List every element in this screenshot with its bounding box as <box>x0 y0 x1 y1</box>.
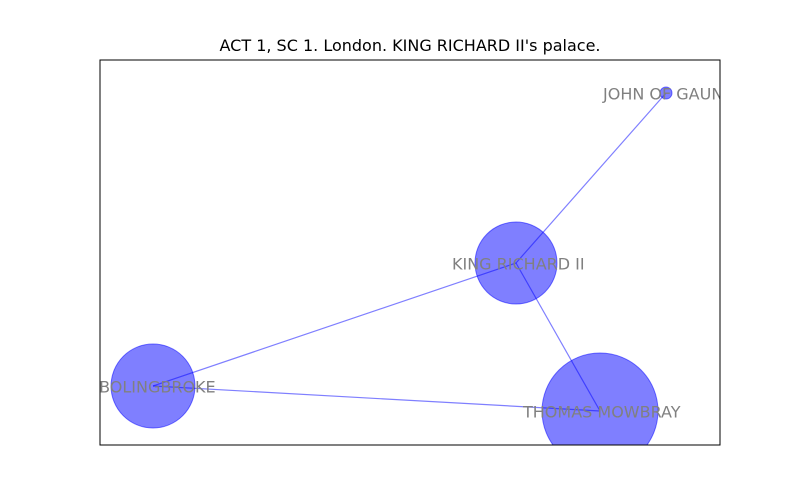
node-label-gaunt: JOHN OF GAUNT <box>602 85 733 104</box>
plot-area: JOHN OF GAUNT KING RICHARD II HENRY BOLING… <box>40 85 733 445</box>
node-gaunt <box>659 86 673 100</box>
edge-bolingbroke-mowbray <box>152 385 601 412</box>
plot-frame <box>99 59 721 446</box>
node-mowbray <box>541 352 659 445</box>
labels-layer: JOHN OF GAUNT KING RICHARD II HENRY BOLING… <box>40 85 733 422</box>
node-label-bolingbroke: HENRY BOLINGBROKE <box>40 378 216 397</box>
node-bolingbroke <box>110 343 196 429</box>
node-label-mowbray: THOMAS MOWBRAY <box>522 403 681 422</box>
figure-title: ACT 1, SC 1. London. KING RICHARD II's p… <box>220 36 601 55</box>
node-label-richard: KING RICHARD II <box>452 255 585 274</box>
node-richard <box>474 221 558 305</box>
nodes-layer <box>110 86 673 445</box>
edge-richard-bolingbroke <box>152 262 517 387</box>
